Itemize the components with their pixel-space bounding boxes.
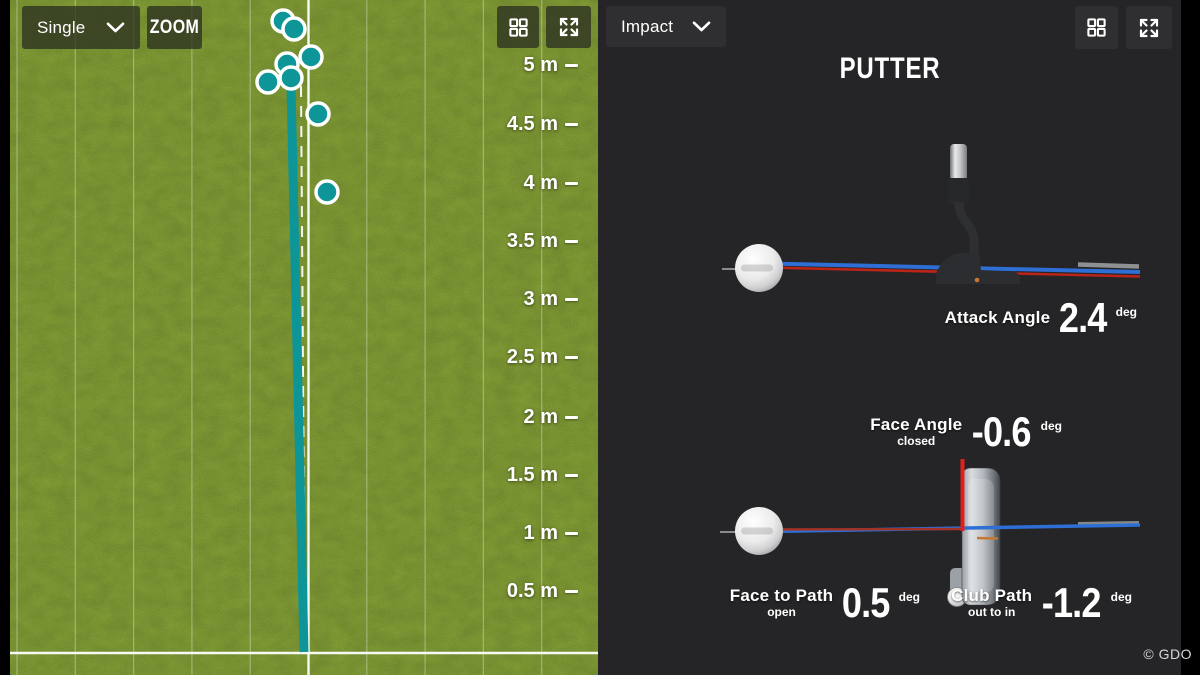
attack-angle-metric: Attack Angle 2.4 deg bbox=[945, 296, 1137, 340]
face-to-path-label: Face to Path bbox=[729, 586, 834, 606]
axis-label-0-5m: 0.5 m bbox=[507, 577, 578, 605]
axis-tick bbox=[565, 63, 578, 67]
putter-top-view bbox=[947, 467, 1001, 607]
data-view-value: Impact bbox=[621, 16, 674, 36]
expand-icon bbox=[559, 17, 578, 37]
loft-dot bbox=[974, 277, 980, 283]
putt-ball bbox=[281, 16, 307, 42]
expand-icon bbox=[1139, 18, 1159, 37]
putt-balls bbox=[255, 8, 340, 205]
zoom-button[interactable]: ZOOM bbox=[147, 6, 202, 49]
face-angle-metric: Face Angle closed -0.6 deg bbox=[870, 410, 1062, 454]
grid-icon bbox=[508, 17, 528, 37]
attack-angle-label: Attack Angle bbox=[944, 308, 1051, 327]
face-to-path-label-block: Face to Path open bbox=[730, 586, 833, 619]
impact-diagrams-svg bbox=[720, 144, 1141, 607]
putter-grip-collar bbox=[948, 178, 969, 205]
axis-label-5m: 5 m bbox=[524, 51, 578, 79]
putter-side-view bbox=[936, 144, 1020, 284]
club-path-unit: deg bbox=[1110, 590, 1132, 604]
putter-head-side bbox=[936, 252, 1020, 284]
axis-tick bbox=[565, 415, 578, 419]
axis-label-4-5m: 4.5 m bbox=[507, 110, 578, 138]
axis-tick bbox=[565, 355, 578, 359]
axis-tick bbox=[565, 181, 578, 185]
data-view-dropdown[interactable]: Impact bbox=[606, 6, 726, 47]
putt-ball bbox=[314, 179, 340, 205]
axis-label-3-5m: 3.5 m bbox=[507, 227, 578, 255]
display-mode-dropdown[interactable]: Single bbox=[22, 6, 140, 49]
axis-tick bbox=[565, 531, 578, 535]
putt-ball bbox=[255, 69, 281, 95]
club-title: PUTTER bbox=[839, 52, 940, 85]
club-path-label-block: Club Path out to in bbox=[951, 586, 1032, 619]
chevron-down-icon bbox=[106, 22, 125, 33]
grid-view-button[interactable] bbox=[1075, 6, 1118, 49]
fullscreen-button[interactable] bbox=[546, 6, 591, 48]
putt-field-panel: Single ZOOM bbox=[10, 0, 598, 675]
axis-tick bbox=[565, 589, 578, 593]
zoom-button-label: ZOOM bbox=[149, 16, 200, 38]
putter-head-top bbox=[961, 467, 1001, 606]
grid-icon bbox=[1087, 18, 1106, 37]
axis-label-1-5m: 1.5 m bbox=[507, 461, 578, 489]
face-angle-label-block: Face Angle closed bbox=[870, 415, 962, 448]
reference-bar bbox=[1077, 262, 1140, 269]
face-to-path-unit: deg bbox=[898, 590, 920, 604]
axis-label-3m: 3 m bbox=[524, 285, 578, 313]
putter-grip bbox=[950, 144, 967, 181]
copyright-text: © GDO bbox=[1143, 646, 1192, 662]
face-angle-value: -0.6 bbox=[972, 408, 1032, 455]
axis-tick bbox=[565, 473, 578, 477]
golf-ball bbox=[735, 507, 783, 555]
club-path-metric: Club Path out to in -1.2 deg bbox=[951, 581, 1132, 625]
attack-angle-diagram bbox=[722, 144, 1141, 292]
putt-ball bbox=[305, 101, 331, 127]
ball-logo-smudge bbox=[741, 527, 773, 535]
chevron-down-icon bbox=[692, 21, 711, 32]
display-mode-value: Single bbox=[37, 17, 86, 37]
putt-ball bbox=[278, 65, 304, 91]
grid-view-button[interactable] bbox=[497, 6, 539, 48]
ball-logo-smudge bbox=[741, 264, 773, 272]
club-path-value: -1.2 bbox=[1042, 579, 1102, 626]
axis-tick bbox=[565, 297, 578, 301]
face-angle-label: Face Angle bbox=[870, 415, 963, 435]
putt-track-line bbox=[286, 85, 309, 653]
face-to-path-qualifier: open bbox=[767, 604, 796, 619]
face-path-diagram bbox=[720, 459, 1141, 607]
putt-ball bbox=[298, 44, 324, 70]
attack-angle-value: 2.4 bbox=[1059, 294, 1108, 341]
face-angle-qualifier: closed bbox=[897, 433, 936, 448]
face-to-path-value: 0.5 bbox=[842, 579, 891, 626]
axis-label-1m: 1 m bbox=[524, 519, 578, 547]
grid-lines bbox=[16, 0, 543, 675]
axis-label-2-5m: 2.5 m bbox=[507, 343, 578, 371]
start-direction-line bbox=[767, 527, 963, 531]
axis-label-4m: 4 m bbox=[524, 169, 578, 197]
loft-tick bbox=[976, 536, 999, 540]
club-path-label: Club Path bbox=[951, 586, 1033, 606]
club-path-qualifier: out to in bbox=[968, 604, 1016, 619]
axis-label-2m: 2 m bbox=[524, 403, 578, 431]
golf-ball bbox=[735, 244, 783, 292]
axis-tick bbox=[565, 122, 578, 126]
attack-angle-unit: deg bbox=[1115, 305, 1137, 319]
fullscreen-button[interactable] bbox=[1126, 6, 1172, 49]
putter-head-highlight bbox=[968, 479, 994, 592]
impact-panel: Impact bbox=[598, 0, 1181, 675]
face-to-path-metric: Face to Path open 0.5 deg bbox=[730, 581, 920, 625]
axis-tick bbox=[565, 239, 578, 243]
reference-bar bbox=[1077, 521, 1140, 526]
putt-field-svg bbox=[10, 0, 598, 675]
face-angle-unit: deg bbox=[1040, 419, 1062, 433]
putter-shaft bbox=[954, 201, 979, 256]
aim-dashed-line bbox=[300, 85, 306, 653]
